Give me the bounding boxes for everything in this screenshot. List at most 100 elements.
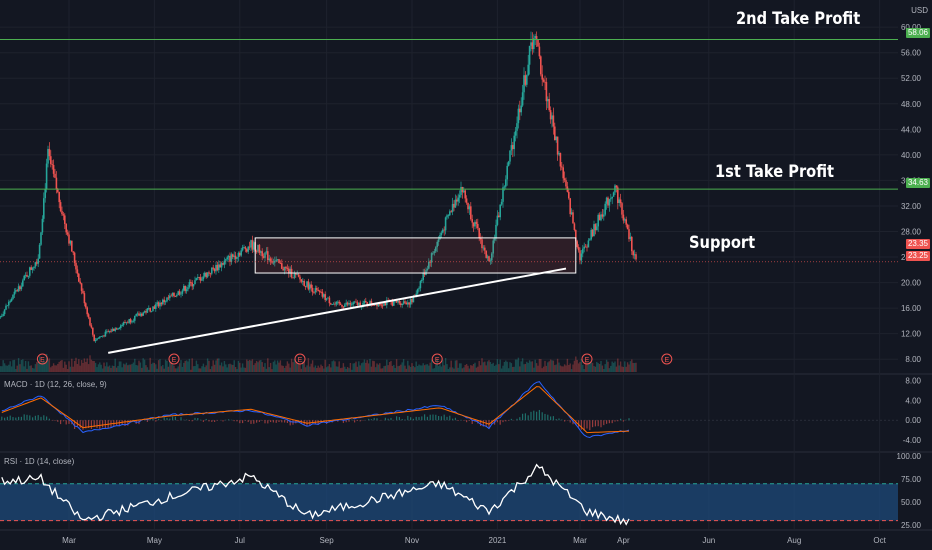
volume-bar	[3, 363, 6, 372]
volume-bar	[190, 369, 192, 372]
volume-bar	[512, 366, 514, 372]
volume-bar	[559, 365, 562, 372]
macd-histogram-bar	[351, 419, 353, 421]
volume-bar	[589, 362, 591, 372]
volume-bar	[491, 363, 493, 372]
volume-bar	[227, 364, 230, 372]
volume-bar	[341, 367, 343, 372]
candle-body	[199, 277, 202, 281]
y-tick-label: 48.00	[901, 100, 922, 109]
y-tick-label: 12.00	[901, 330, 922, 339]
volume-bar	[12, 360, 14, 372]
candle-body	[449, 211, 451, 216]
volume-bar	[5, 365, 7, 372]
macd-line	[1, 381, 630, 439]
volume-bar	[139, 362, 142, 372]
volume-bar	[36, 362, 38, 372]
volume-bar	[442, 360, 444, 372]
candle-body	[442, 229, 444, 233]
volume-bar	[628, 364, 630, 372]
candle-body	[115, 328, 118, 330]
volume-bar	[188, 358, 191, 372]
volume-bar	[624, 361, 626, 372]
candle-body	[569, 198, 571, 215]
macd-histogram-bar	[281, 420, 283, 423]
macd-histogram-bar	[415, 416, 417, 421]
volume-bar	[55, 365, 58, 372]
volume-bar	[457, 367, 459, 372]
macd-histogram-bar	[398, 417, 400, 421]
candle-body	[415, 293, 417, 297]
macd-histogram-bar	[471, 420, 473, 424]
macd-histogram-bar	[359, 420, 361, 422]
volume-bar	[611, 361, 613, 372]
macd-histogram-bar	[558, 418, 560, 421]
volume-bar	[97, 364, 100, 372]
candle-body	[344, 304, 346, 308]
candle-body	[241, 247, 244, 251]
volume-bar	[407, 360, 409, 372]
candle-body	[162, 299, 164, 305]
volume-bar	[236, 369, 238, 372]
volume-bar	[467, 365, 469, 372]
macd-histogram-bar	[622, 420, 624, 422]
candle-body	[181, 290, 184, 294]
volume-bar	[170, 362, 172, 372]
volume-bar	[422, 363, 424, 372]
macd-histogram-bar	[538, 409, 540, 421]
candle-body	[351, 304, 353, 306]
support-zone	[254, 237, 577, 274]
candle-body	[433, 251, 436, 253]
volume-bar	[428, 365, 430, 372]
volume-bar	[551, 360, 553, 372]
candle-body	[631, 236, 633, 252]
candle-body	[346, 302, 349, 305]
volume-bar	[148, 369, 150, 372]
volume-bar	[369, 358, 371, 372]
volume-bar	[216, 358, 219, 372]
candle-body	[318, 290, 321, 292]
rsi-band	[0, 483, 898, 521]
candle-body	[285, 266, 287, 269]
macd-histogram-bar	[443, 414, 445, 421]
earnings-marker-label: E	[664, 357, 669, 364]
candle-body	[572, 212, 574, 224]
candle-body	[156, 302, 158, 305]
candle-body	[52, 164, 55, 174]
candle-body	[197, 277, 199, 279]
candle-body	[62, 214, 65, 216]
candle-body	[229, 256, 231, 262]
candle-body	[227, 256, 230, 258]
macd-histogram-bar	[169, 418, 171, 421]
last-close-tag: 23.25	[905, 251, 930, 261]
candle-body	[471, 219, 473, 223]
candle-body	[376, 303, 378, 307]
macd-histogram-bar	[158, 418, 160, 421]
candle-body	[276, 259, 279, 260]
macd-histogram-bar	[278, 420, 280, 423]
candle-body	[523, 75, 525, 93]
candle-body	[178, 291, 181, 295]
volume-bar	[15, 369, 17, 372]
volume-bar	[205, 365, 207, 372]
candle-body	[65, 223, 67, 233]
volume-bar	[555, 364, 557, 372]
candle-body	[54, 173, 56, 178]
candle-body	[216, 264, 219, 271]
candle-body	[607, 197, 609, 206]
candle-body	[248, 246, 251, 248]
macd-histogram-bar	[555, 419, 557, 421]
volume-bar	[138, 360, 140, 372]
candle-body	[297, 274, 300, 277]
candle-body	[237, 252, 240, 258]
macd-histogram-bar	[499, 420, 501, 425]
candle-body	[586, 246, 588, 248]
volume-bar	[156, 368, 158, 372]
candle-body	[264, 252, 266, 258]
candle-body	[163, 299, 165, 303]
volume-bar	[531, 361, 534, 372]
volume-bar	[274, 360, 276, 372]
candle-body	[96, 338, 98, 340]
candle-body	[183, 285, 185, 291]
